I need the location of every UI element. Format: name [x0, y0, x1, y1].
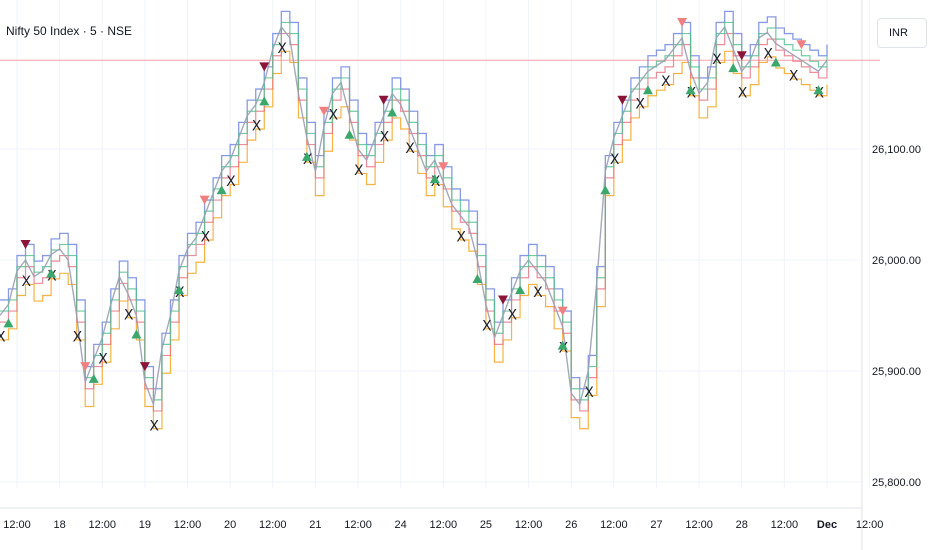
buy-signal-marker [728, 63, 739, 73]
x-tick-label: 12:00 [771, 519, 799, 531]
x-signal-marker: X [763, 46, 773, 62]
sell-signal-marker [80, 362, 91, 372]
x-tick-label: 12:00 [259, 519, 287, 531]
x-tick-label: 12:00 [174, 519, 202, 531]
green-indicator-line [0, 21, 828, 401]
x-tick-label: 12:00 [430, 519, 458, 531]
x-tick-label: 12:00 [3, 519, 31, 531]
x-signal-marker: X [712, 52, 722, 68]
sell-signal-marker [199, 195, 210, 205]
buy-signal-marker [131, 329, 142, 339]
x-signal-marker: X [22, 274, 32, 290]
buy-signal-marker [557, 340, 568, 350]
x-tick-label: 26 [565, 519, 577, 531]
buy-signal-marker [216, 185, 227, 195]
x-tick-label: 12:00 [515, 519, 543, 531]
buy-signal-marker [301, 151, 312, 161]
x-signal-marker: X [277, 41, 287, 57]
buy-signal-marker [387, 107, 398, 117]
x-tick-label: 28 [736, 519, 748, 531]
y-tick-label: 26,100.00 [872, 144, 921, 156]
x-signal-marker: X [482, 318, 492, 334]
blue-indicator-line [0, 10, 828, 390]
buy-signal-marker [344, 129, 355, 139]
x-tick-label: 21 [309, 519, 321, 531]
x-signal-marker: X [789, 69, 799, 85]
x-tick-label: 20 [224, 519, 236, 531]
sell-signal-marker [736, 51, 747, 61]
sell-signal-marker [617, 95, 628, 105]
x-signal-marker: X [533, 285, 543, 301]
x-signal-marker: X [149, 418, 159, 434]
x-signal-marker: X [73, 330, 83, 346]
x-signal-marker: X [405, 141, 415, 157]
chart-title: Nifty 50 Index · 5 · NSE [6, 24, 133, 38]
x-signal-marker: X [354, 163, 364, 179]
x-tick-label: 12:00 [685, 519, 713, 531]
sell-signal-marker [677, 18, 688, 27]
buy-signal-marker [472, 274, 483, 283]
buy-signal-marker [429, 174, 440, 184]
x-tick-label: 18 [54, 519, 66, 531]
x-signal-marker: X [0, 330, 6, 346]
x-signal-marker: X [635, 96, 645, 112]
buy-signal-marker [685, 85, 696, 95]
currency-button[interactable]: INR [877, 18, 927, 48]
buy-signal-marker [600, 185, 611, 195]
sell-signal-marker [498, 295, 508, 305]
x-tick-label: 27 [650, 519, 662, 531]
x-signal-marker: X [328, 108, 338, 124]
sell-signal-marker [438, 162, 449, 172]
buy-signal-marker [515, 285, 526, 295]
x-signal-marker: X [380, 130, 390, 146]
orange-indicator-line [0, 50, 828, 430]
buy-signal-marker [642, 85, 653, 95]
pink-indicator-line [0, 32, 828, 412]
buy-signal-marker [88, 373, 99, 383]
x-signal-marker: X [661, 74, 671, 90]
x-tick-label: 19 [139, 519, 151, 531]
x-tick-label: Dec [817, 519, 837, 531]
x-tick-label: 12:00 [600, 519, 628, 531]
x-signal-marker: X [226, 174, 236, 190]
buy-signal-marker [813, 85, 824, 95]
buy-signal-marker [3, 318, 14, 328]
x-signal-marker: X [738, 85, 748, 101]
x-signal-marker: X [584, 385, 594, 401]
x-tick-label: 24 [395, 519, 407, 531]
x-signal-marker: X [252, 119, 262, 135]
x-signal-marker: X [201, 230, 211, 246]
x-signal-marker: X [98, 352, 108, 368]
sell-signal-marker [20, 240, 31, 249]
x-signal-marker: X [508, 307, 518, 323]
sell-signal-marker [318, 106, 329, 116]
y-tick-label: 25,900.00 [872, 366, 921, 378]
x-tick-label: 12:00 [344, 519, 372, 531]
buy-signal-marker [770, 57, 781, 67]
buy-signal-marker [174, 285, 184, 295]
y-tick-label: 25,800.00 [872, 477, 921, 489]
x-signal-marker: X [610, 152, 620, 168]
sell-signal-marker [259, 62, 270, 72]
buy-signal-marker [46, 268, 57, 278]
price-series-line [0, 25, 828, 408]
x-signal-marker: X [124, 307, 134, 323]
sell-signal-marker [139, 362, 150, 372]
x-tick-label: 12:00 [88, 519, 116, 531]
x-signal-marker: X [456, 230, 466, 246]
y-tick-label: 26,000.00 [872, 255, 921, 267]
sell-signal-marker [796, 40, 807, 50]
sell-signal-marker [557, 306, 568, 316]
x-tick-label: 25 [480, 519, 492, 531]
x-tick-label: 12:00 [856, 519, 884, 531]
sell-signal-marker [378, 95, 389, 105]
buy-signal-marker [259, 96, 270, 106]
